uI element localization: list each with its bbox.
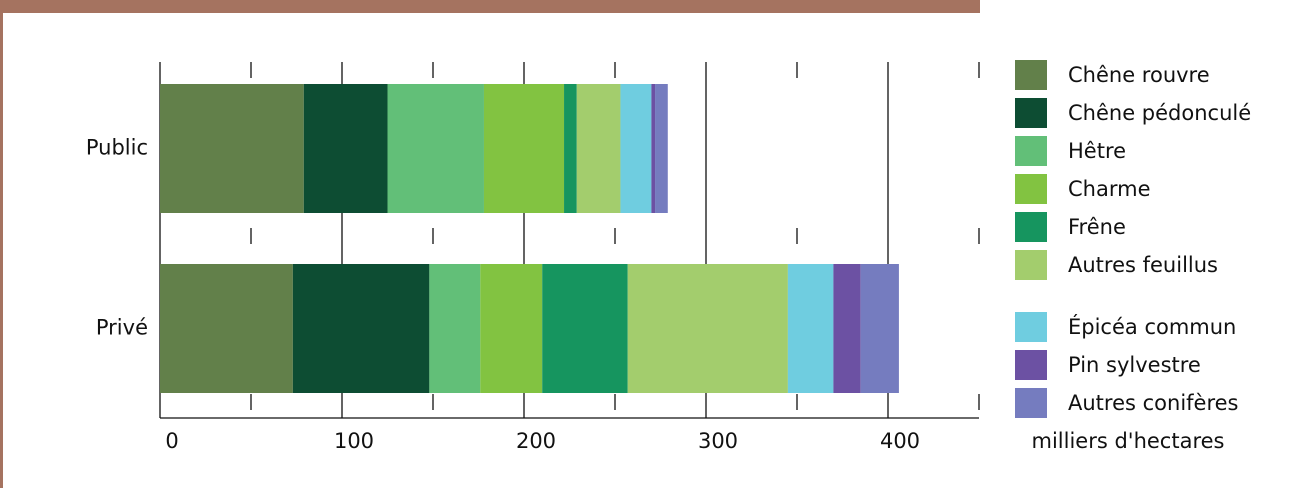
- bar-segment: [292, 264, 430, 393]
- legend-swatch: [1015, 388, 1047, 418]
- bar-segment: [655, 84, 668, 213]
- bar-segment: [542, 264, 628, 393]
- y-tick-label: Public: [86, 136, 148, 160]
- bar-segment: [620, 84, 652, 213]
- legend-swatch: [1015, 136, 1047, 166]
- legend-label: Hêtre: [1068, 139, 1126, 163]
- left-border: [0, 0, 3, 488]
- x-tick-label: 400: [880, 429, 920, 453]
- legend-swatch: [1015, 212, 1047, 242]
- legend-swatch: [1015, 174, 1047, 204]
- bar-segment: [860, 264, 899, 393]
- bar-segment: [387, 84, 484, 213]
- legend-label: Pin sylvestre: [1068, 353, 1201, 377]
- bar-segment: [627, 264, 788, 393]
- x-tick-label: 0: [165, 429, 178, 453]
- bar-segment: [787, 264, 834, 393]
- bar-segment: [480, 264, 543, 393]
- legend-label: Frêne: [1068, 215, 1126, 239]
- header-band: [0, 0, 980, 13]
- legend-swatch: [1015, 350, 1047, 380]
- bar-segment: [160, 84, 304, 213]
- bar-segment: [564, 84, 577, 213]
- legend-swatch: [1015, 250, 1047, 280]
- bar-segment: [833, 264, 861, 393]
- x-tick-label: 100: [334, 429, 374, 453]
- legend-label: Charme: [1068, 177, 1150, 201]
- bar-segment: [483, 84, 565, 213]
- legend-label: Autres feuillus: [1068, 253, 1218, 277]
- legend-swatch: [1015, 60, 1047, 90]
- y-tick-label: Privé: [96, 316, 148, 340]
- bar-segment: [429, 264, 481, 393]
- legend-label: Chêne rouvre: [1068, 63, 1210, 87]
- legend-label: Autres conifères: [1068, 391, 1239, 415]
- bar-segment: [651, 84, 656, 213]
- bar-segment: [303, 84, 388, 213]
- x-tick-label: 200: [516, 429, 556, 453]
- legend-label: Épicéa commun: [1068, 314, 1236, 339]
- bar-segment: [576, 84, 621, 213]
- bar-segment: [160, 264, 293, 393]
- x-axis-label: milliers d'hectares: [1032, 429, 1225, 453]
- legend-label: Chêne pédonculé: [1068, 101, 1251, 125]
- x-tick-label: 300: [698, 429, 738, 453]
- legend-swatch: [1015, 98, 1047, 128]
- legend-swatch: [1015, 312, 1047, 342]
